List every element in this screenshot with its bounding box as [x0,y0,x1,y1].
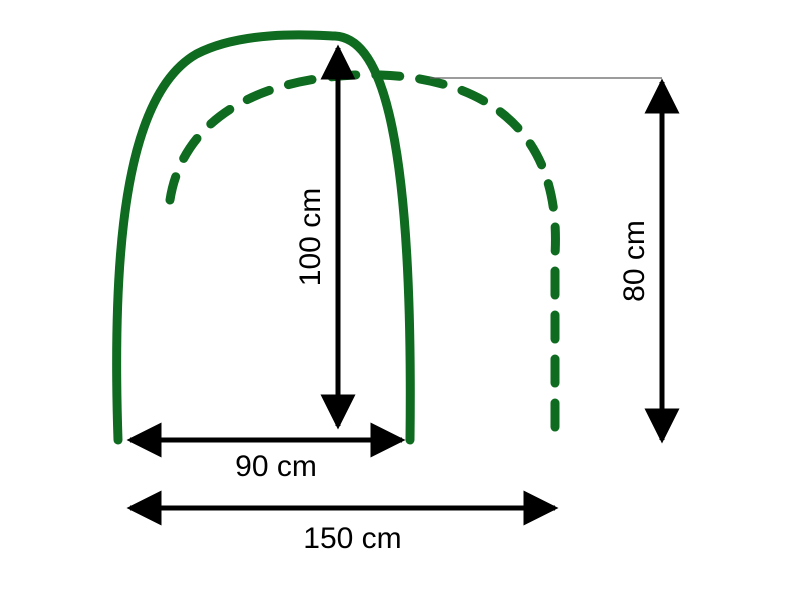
label-100cm: 100 cm [294,188,327,286]
hoop-dashed [170,75,555,440]
dimension-diagram: 100 cm 80 cm 90 cm 150 cm [0,0,800,600]
label-80cm: 80 cm [618,220,651,302]
label-90cm: 90 cm [235,450,317,483]
label-150cm: 150 cm [303,522,401,555]
